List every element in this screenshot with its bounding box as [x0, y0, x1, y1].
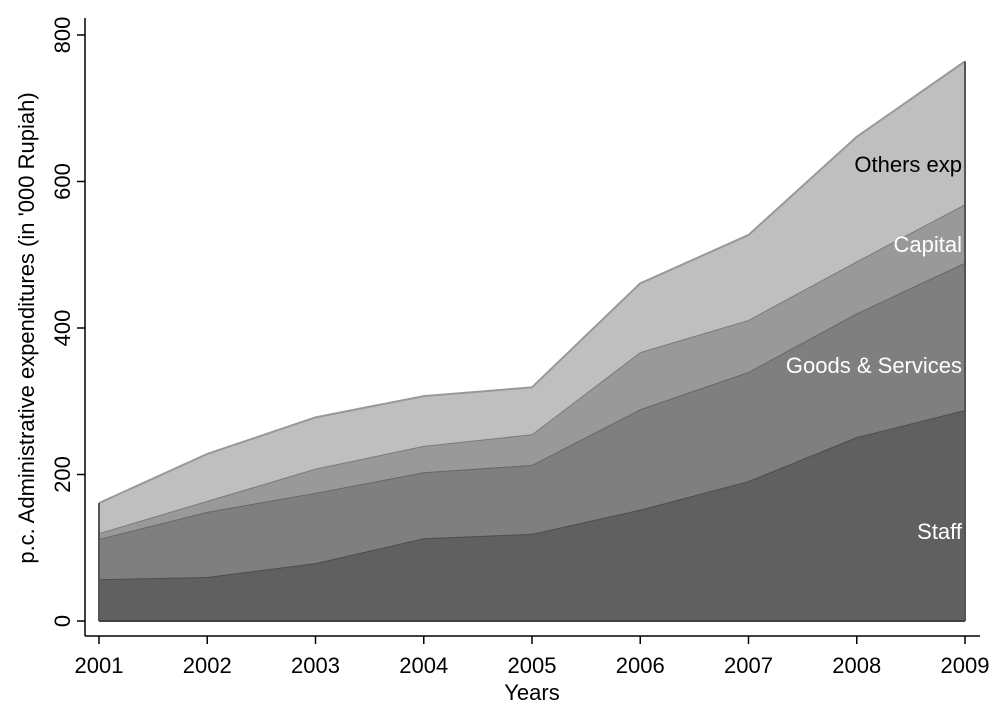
x-tick-label: 2006	[616, 653, 665, 678]
y-tick-label: 800	[50, 17, 75, 54]
series-label: Others exp	[854, 152, 962, 177]
x-tick-label: 2001	[75, 653, 124, 678]
x-tick-label: 2002	[183, 653, 232, 678]
area-line	[98, 60, 966, 504]
y-axis-label: p.c. Administrative expenditures (in '00…	[14, 92, 39, 563]
series-label: Staff	[917, 519, 963, 544]
y-tick-label: 600	[50, 163, 75, 200]
y-tick-label: 400	[50, 310, 75, 347]
x-tick-label: 2004	[399, 653, 448, 678]
y-tick-label: 0	[50, 615, 75, 627]
x-tick-label: 2005	[508, 653, 557, 678]
series-label: Capital	[894, 232, 962, 257]
x-tick-label: 2008	[832, 653, 881, 678]
x-axis-label: Years	[504, 680, 559, 705]
series-label: Goods & Services	[786, 353, 962, 378]
area	[99, 61, 965, 534]
area	[99, 410, 965, 621]
y-tick-label: 200	[50, 456, 75, 493]
x-tick-label: 2009	[941, 653, 990, 678]
area	[99, 262, 965, 580]
x-tick-label: 2003	[291, 653, 340, 678]
x-tick-label: 2007	[724, 653, 773, 678]
